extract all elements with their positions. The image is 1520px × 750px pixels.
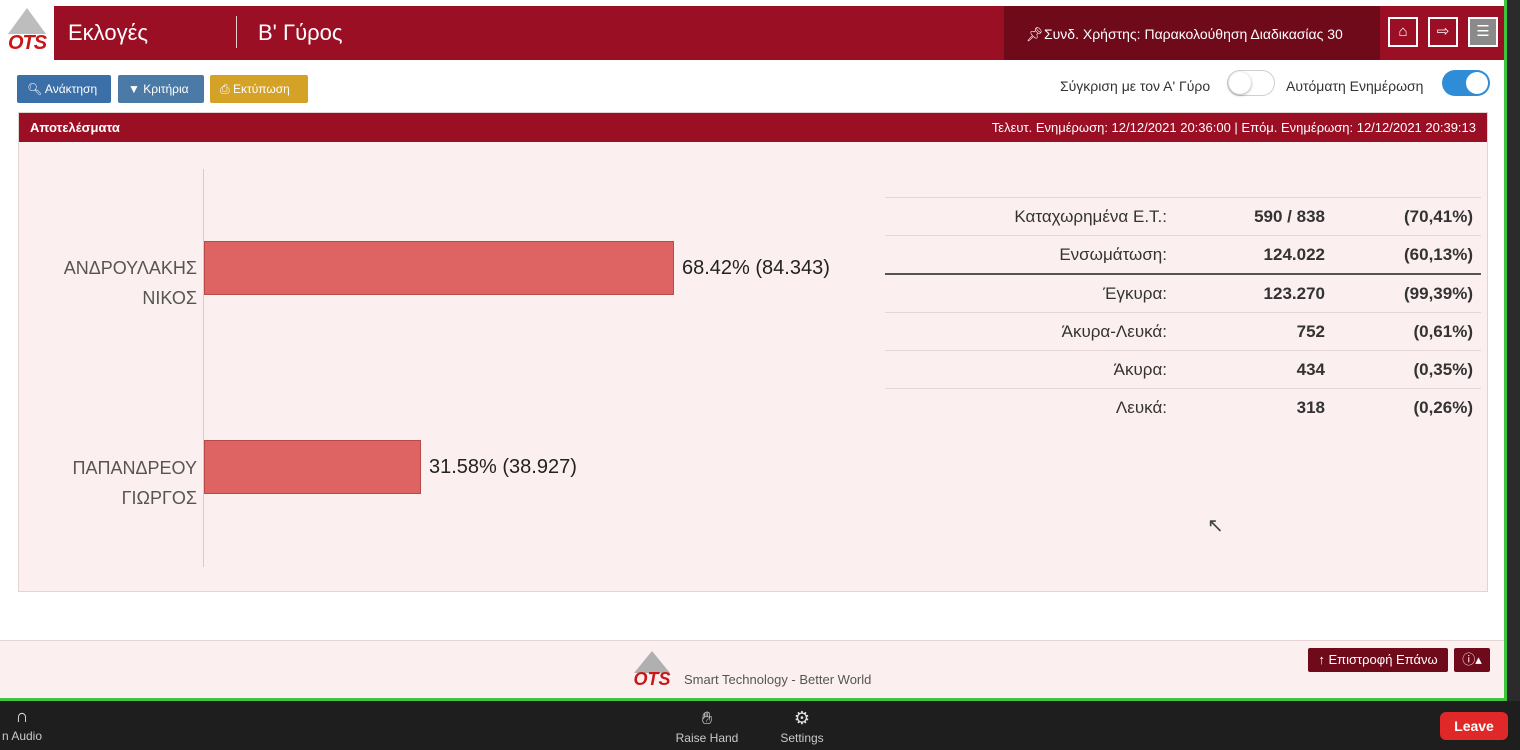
footer: OTS Smart Technology - Better World (0, 640, 1504, 698)
bar-candidate-1 (204, 241, 674, 295)
round-title: Β' Γύρος (258, 20, 343, 45)
autoupdate-label: Αυτόματη Ενημέρωση (1286, 78, 1424, 94)
bar-label-candidate-1: 68.42% (84.343) (682, 257, 830, 279)
stat-value: 318 (1296, 398, 1325, 417)
results-header: Αποτελέσματα Τελευτ. Ενημέρωση: 12/12/20… (19, 113, 1487, 142)
user-info: 📌︎ Συνδ. Χρήστης: Παρακολούθηση Διαδικασ… (1004, 6, 1380, 60)
stat-value: 752 (1296, 322, 1325, 341)
stats-row: Άκυρα: 434 (0,35%) (885, 350, 1481, 388)
settings-label: Settings (780, 731, 824, 745)
headphones-icon: ∩ (15, 706, 29, 726)
user-label: Συνδ. Χρήστης: Παρακολούθηση Διαδικασίας… (1044, 26, 1343, 42)
info-icon: ⓘ▴ (1462, 652, 1482, 667)
stats-table: Καταχωρημένα Ε.Τ.: 590 / 838 (70,41%) Εν… (885, 197, 1481, 426)
stat-percent: (60,13%) (1404, 245, 1473, 264)
stat-label: Ενσωμάτωση: (1059, 245, 1167, 264)
back-to-top-button[interactable]: ↑ Επιστροφή Επάνω (1308, 648, 1448, 672)
stats-row: Ενσωμάτωση: 124.022 (60,13%) (885, 235, 1481, 275)
print-button[interactable]: ⎙ Εκτύπωση (210, 75, 308, 103)
stat-percent: (0,26%) (1413, 398, 1473, 417)
stat-label: Λευκά: (1115, 398, 1167, 417)
bar-candidate-2 (204, 440, 421, 494)
chart-axis (203, 169, 204, 567)
autoupdate-toggle[interactable] (1442, 70, 1490, 96)
audio-button[interactable]: ∩ n Audio (0, 706, 44, 743)
hamburger-menu-icon: ☰ (1476, 23, 1490, 40)
stat-label: Έγκυρα: (1103, 284, 1167, 303)
stats-row: Έγκυρα: 123.270 (99,39%) (885, 275, 1481, 312)
compare-label: Σύγκριση με τον Α' Γύρο (1060, 78, 1211, 94)
home-icon: ⌂ (1398, 23, 1408, 40)
criteria-button-label: Κριτήρια (143, 82, 189, 96)
footer-logo-text: OTS (633, 669, 671, 689)
leave-button[interactable]: Leave (1440, 712, 1508, 740)
back-to-top-label: Επιστροφή Επάνω (1328, 652, 1438, 667)
logout-button[interactable]: ⇨ (1428, 17, 1458, 47)
stats-row: Λευκά: 318 (0,26%) (885, 388, 1481, 426)
footer-logo: OTS (626, 651, 678, 695)
candidate-label-1: ΑΝΔΡΟΥΛΑΚΗΣ ΝΙΚΟΣ (19, 253, 197, 313)
app-title: Εκλογές (68, 20, 148, 45)
footer-logo-triangle-icon (634, 651, 670, 673)
search-button[interactable]: 🔍︎ Ανάκτηση (17, 75, 111, 103)
stats-row: Άκυρα-Λευκά: 752 (0,61%) (885, 312, 1481, 350)
stat-percent: (0,35%) (1413, 360, 1473, 379)
home-button[interactable]: ⌂ (1388, 17, 1418, 47)
stat-label: Άκυρα-Λευκά: (1061, 322, 1167, 341)
stat-percent: (99,39%) (1404, 284, 1473, 303)
search-icon: 🔍︎ (27, 82, 43, 96)
ots-logo: OTS (0, 6, 54, 60)
update-info: Τελευτ. Ενημέρωση: 12/12/2021 20:36:00 |… (991, 120, 1476, 135)
hand-icon: ✋︎ (701, 708, 713, 728)
autoupdate-toggle-knob (1466, 72, 1488, 94)
candidate-label-2: ΠΑΠΑΝΔΡΕΟΥ ΓΙΩΡΓΟΣ (19, 453, 197, 513)
print-button-label: Εκτύπωση (232, 82, 290, 96)
stat-value: 434 (1296, 360, 1325, 379)
arrow-up-icon: ↑ (1318, 652, 1325, 667)
settings-button[interactable]: ⚙︎ Settings (772, 708, 832, 745)
sign-out-icon: ⇨ (1436, 23, 1450, 40)
header-divider (236, 16, 237, 48)
criteria-button[interactable]: ▼ Κριτήρια (118, 75, 204, 103)
bar-label-candidate-2: 31.58% (38.927) (429, 456, 577, 478)
results-panel: Αποτελέσματα Τελευτ. Ενημέρωση: 12/12/20… (18, 112, 1488, 592)
app-window: OTS Εκλογές Β' Γύρος 📌︎ Συνδ. Χρήστης: Π… (0, 0, 1507, 701)
stats-row: Καταχωρημένα Ε.Τ.: 590 / 838 (70,41%) (885, 197, 1481, 235)
stat-percent: (0,61%) (1413, 322, 1473, 341)
stat-value: 123.270 (1263, 284, 1325, 303)
stat-value: 590 / 838 (1254, 207, 1325, 226)
candidate-1-surname: ΑΝΔΡΟΥΛΑΚΗΣ (63, 258, 197, 278)
audio-label: n Audio (1, 729, 43, 743)
stat-value: 124.022 (1263, 245, 1325, 264)
candidate-1-firstname: ΝΙΚΟΣ (142, 288, 197, 308)
logo-text: OTS (7, 32, 47, 54)
print-icon: ⎙ (220, 82, 230, 96)
gear-icon: ⚙︎ (793, 708, 811, 728)
raise-hand-button[interactable]: ✋︎ Raise Hand (672, 708, 742, 745)
candidate-2-surname: ΠΑΠΑΝΔΡΕΟΥ (72, 458, 197, 478)
stat-label: Άκυρα: (1113, 360, 1167, 379)
info-button[interactable]: ⓘ▴ (1454, 648, 1490, 672)
results-title: Αποτελέσματα (30, 120, 120, 135)
pin-icon: 📌︎ (1026, 26, 1044, 42)
filter-icon: ▼ (128, 82, 140, 96)
search-button-label: Ανάκτηση (44, 82, 98, 96)
compare-toggle[interactable] (1227, 70, 1275, 96)
stat-percent: (70,41%) (1404, 207, 1473, 226)
mouse-cursor-icon: ↖ (1207, 515, 1224, 537)
stat-label: Καταχωρημένα Ε.Τ.: (1014, 207, 1167, 226)
candidate-2-firstname: ΓΙΩΡΓΟΣ (121, 488, 197, 508)
meeting-toolbar (0, 701, 1520, 750)
compare-toggle-knob (1229, 72, 1251, 94)
footer-slogan: Smart Technology - Better World (684, 672, 872, 687)
menu-button[interactable]: ☰ (1468, 17, 1498, 47)
logo-triangle-icon (8, 8, 46, 34)
raise-hand-label: Raise Hand (675, 731, 739, 745)
